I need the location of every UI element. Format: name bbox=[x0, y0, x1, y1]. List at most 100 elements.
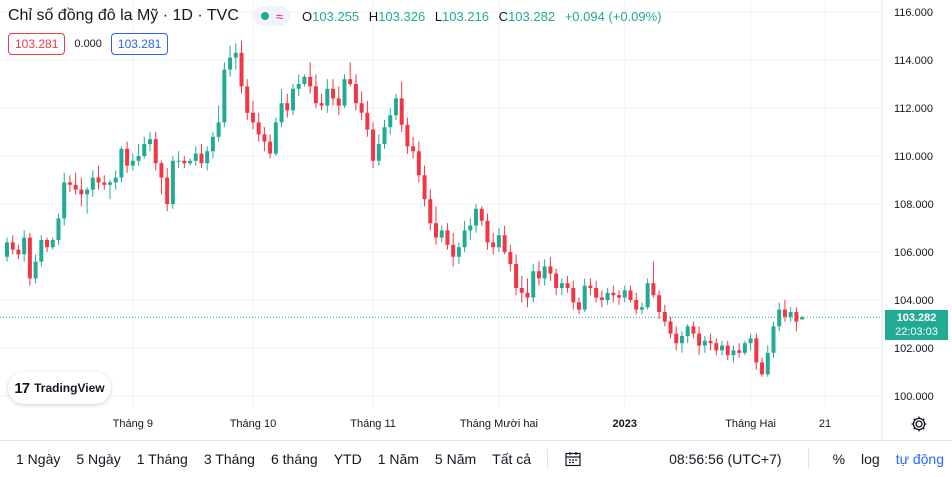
candle bbox=[531, 264, 536, 303]
candle bbox=[428, 189, 433, 231]
range-ytd-button[interactable]: YTD bbox=[333, 451, 362, 467]
candle bbox=[222, 62, 227, 128]
candle-body bbox=[416, 151, 421, 176]
range-1d-button[interactable]: 1 Ngày bbox=[16, 451, 61, 467]
candle bbox=[439, 225, 444, 243]
time-axis[interactable]: Tháng 9 Tháng 10 Tháng 11 Tháng Mười hai 202… bbox=[113, 418, 831, 430]
candle bbox=[731, 345, 736, 363]
candle-body bbox=[308, 76, 313, 87]
symbol-title[interactable]: Chỉ số đồng đô la Mỹ · 1D · TVC bbox=[8, 7, 239, 24]
tradingview-logo-text: TradingView bbox=[34, 381, 105, 395]
candle-body bbox=[685, 326, 690, 336]
spread-value: 0.000 bbox=[74, 38, 102, 50]
tradingview-logo[interactable]: 17 TradingView bbox=[8, 372, 111, 404]
chart-legend: Chỉ số đồng đô la Mỹ · 1D · TVC ≈ O103.2… bbox=[8, 6, 662, 26]
candle bbox=[462, 220, 467, 252]
candle-body bbox=[130, 160, 135, 166]
candle bbox=[62, 172, 67, 226]
candle bbox=[474, 204, 479, 233]
candle bbox=[359, 91, 364, 120]
auto-scale-toggle[interactable]: tự động bbox=[895, 451, 944, 467]
candle bbox=[605, 288, 610, 305]
candle-body bbox=[205, 151, 210, 164]
candle-body bbox=[737, 350, 742, 353]
candle bbox=[582, 278, 587, 312]
candle-body bbox=[485, 220, 490, 243]
candle-body bbox=[319, 103, 324, 106]
candle-body bbox=[113, 177, 118, 183]
candle bbox=[674, 326, 679, 351]
candle-body bbox=[697, 333, 702, 346]
candle-body bbox=[525, 292, 530, 298]
candle bbox=[697, 326, 702, 356]
candle bbox=[353, 74, 358, 111]
candle-body bbox=[565, 283, 570, 288]
candle bbox=[371, 122, 376, 168]
candle-body bbox=[10, 242, 15, 250]
candle-body bbox=[342, 79, 347, 106]
price-tick-label: 112.000 bbox=[894, 103, 933, 115]
range-1m-button[interactable]: 1 Tháng bbox=[136, 451, 188, 467]
candle bbox=[170, 156, 175, 209]
candle-body bbox=[33, 261, 38, 279]
candle-body bbox=[554, 273, 559, 288]
candle bbox=[102, 175, 107, 190]
candle-body bbox=[474, 208, 479, 226]
price-axis[interactable]: 100.000 102.000 104.000 106.000 108.000 110.0… bbox=[894, 7, 934, 403]
candle bbox=[33, 254, 38, 284]
sell-price-button[interactable]: 103.281 bbox=[8, 33, 66, 55]
candle-body bbox=[628, 290, 633, 300]
range-5d-button[interactable]: 5 Ngày bbox=[76, 451, 121, 467]
market-status-badge[interactable]: ≈ bbox=[252, 6, 291, 26]
log-scale-toggle[interactable]: log bbox=[861, 451, 880, 467]
candle-body bbox=[331, 88, 336, 99]
candle bbox=[416, 141, 421, 183]
candle bbox=[16, 244, 21, 260]
candle-body bbox=[777, 309, 782, 327]
candle bbox=[737, 343, 742, 358]
last-price-tag: 103.282 22:03:03 bbox=[885, 310, 948, 340]
candle bbox=[342, 74, 347, 108]
buy-price-button[interactable]: 103.281 bbox=[110, 33, 169, 55]
go-to-date-calendar-icon[interactable] bbox=[564, 450, 582, 468]
range-3m-button[interactable]: 3 Tháng bbox=[203, 451, 255, 467]
candle bbox=[782, 300, 787, 322]
candle bbox=[388, 108, 393, 135]
candle-body bbox=[365, 112, 370, 130]
candle bbox=[496, 228, 501, 252]
candle bbox=[720, 340, 724, 356]
candle-body bbox=[90, 177, 95, 190]
candle bbox=[599, 290, 604, 308]
candle-body bbox=[771, 326, 776, 353]
candle bbox=[165, 168, 170, 212]
candle-body bbox=[502, 235, 507, 252]
candle-body bbox=[514, 264, 519, 288]
candle bbox=[10, 235, 15, 255]
range-1y-button[interactable]: 1 Năm bbox=[377, 451, 419, 467]
price-chart[interactable]: 100.000 102.000 104.000 106.000 108.000 110.0… bbox=[0, 0, 952, 440]
candle-body bbox=[325, 88, 330, 106]
range-all-button[interactable]: Tất cả bbox=[492, 451, 532, 467]
time-tick-label: Tháng 11 bbox=[350, 418, 396, 430]
ohlc-values: O103.255 H103.326 L103.216 C103.282 +0.0… bbox=[302, 8, 662, 24]
candle bbox=[382, 120, 387, 149]
percent-scale-toggle[interactable]: % bbox=[832, 451, 846, 467]
candle bbox=[50, 237, 55, 250]
candle-body bbox=[731, 350, 736, 356]
candle-body bbox=[107, 182, 112, 185]
candle bbox=[148, 132, 152, 152]
candle-body bbox=[782, 309, 787, 317]
candles bbox=[5, 40, 805, 377]
settings-gear-icon[interactable] bbox=[909, 414, 929, 434]
candle bbox=[479, 206, 484, 226]
range-5y-button[interactable]: 5 Năm bbox=[434, 451, 477, 467]
candle bbox=[554, 268, 559, 296]
candle bbox=[622, 285, 627, 303]
candle-body bbox=[62, 182, 67, 219]
candle bbox=[456, 242, 461, 264]
timezone-clock[interactable]: 08:56:56 (UTC+7) bbox=[669, 451, 782, 467]
candle-body bbox=[216, 122, 221, 137]
candle bbox=[451, 232, 456, 267]
range-6m-button[interactable]: 6 tháng bbox=[270, 451, 318, 467]
candle-body bbox=[291, 88, 295, 111]
